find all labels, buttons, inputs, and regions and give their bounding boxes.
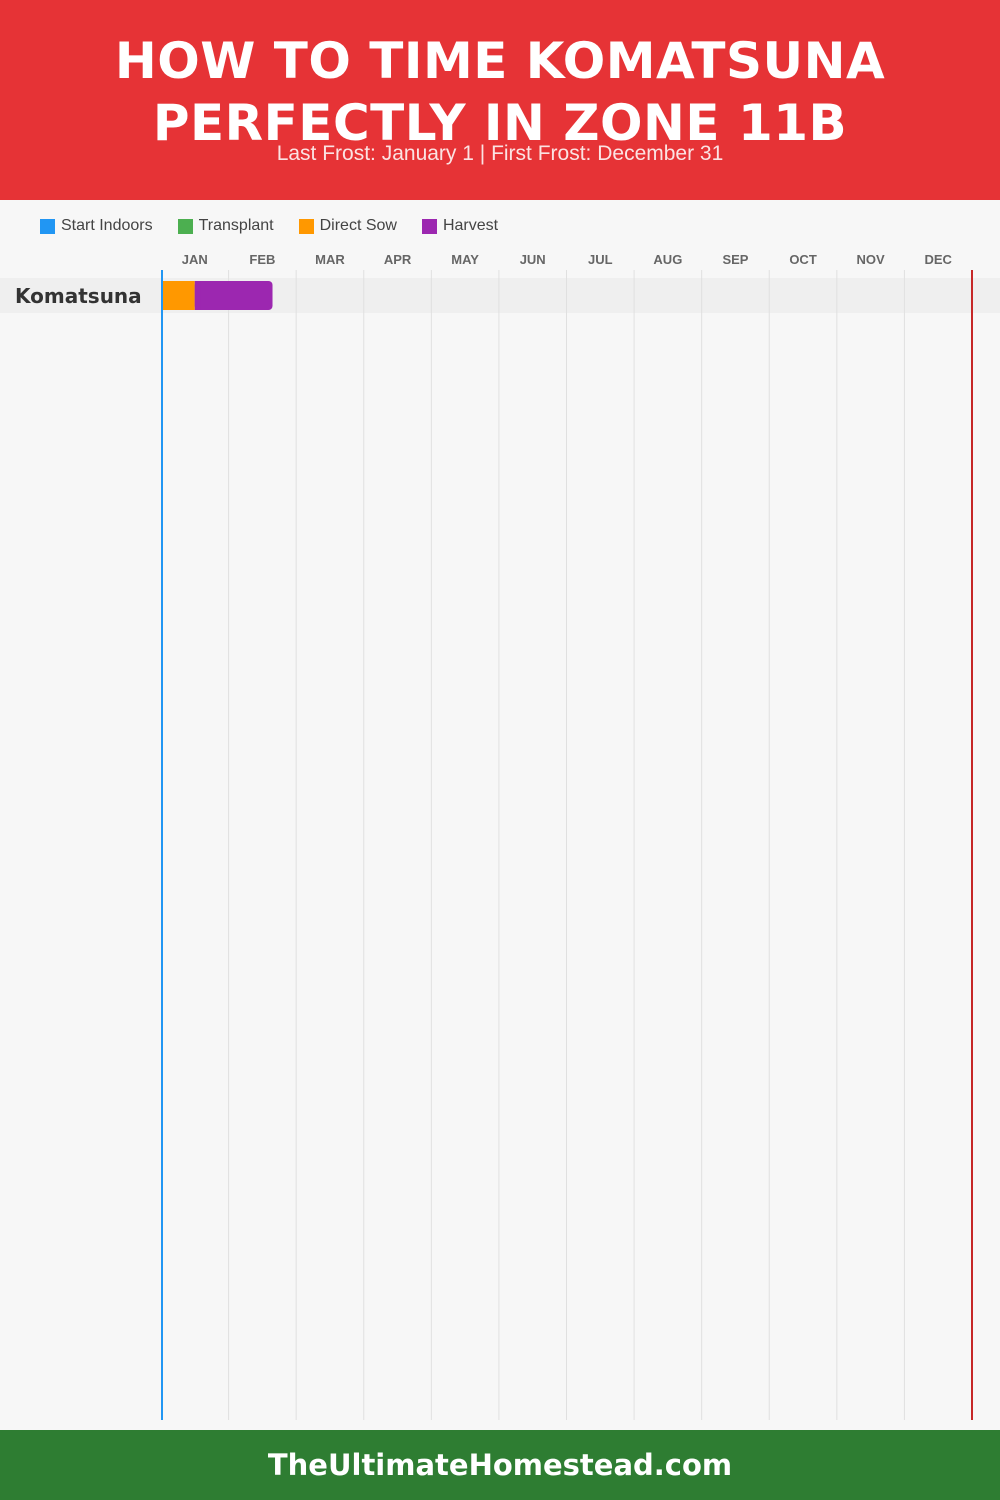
planting-calendar-chart: JAN FEB MAR APR MAY JUN JUL AUG SEP OCT NOV DEC Koma…: [0, 252, 1000, 1420]
row-band: [0, 278, 1000, 313]
legend-item-start-indoors: Start Indoors: [40, 215, 153, 237]
frost-dates-subtitle: Last Frost: January 1 | First Frost: Dec…: [276, 142, 724, 165]
crop-label: Komatsuna: [15, 284, 142, 308]
month-label: JAN: [182, 252, 208, 267]
legend-label-harvest: Harvest: [442, 217, 499, 234]
legend-item-harvest: Harvest: [421, 215, 499, 237]
legend-item-transplant: Transplant: [177, 215, 274, 237]
month-label: JUL: [588, 252, 613, 267]
month-label: DEC: [924, 252, 952, 267]
legend-swatch-start-indoors: [40, 218, 55, 234]
legend-item-direct-sow: Direct Sow: [298, 215, 397, 237]
month-label: FEB: [249, 252, 275, 267]
legend-swatch-transplant: [177, 218, 193, 234]
phase-bar-join: [194, 281, 201, 310]
page-title-line-1: HOW TO TIME KOMATSUNA: [114, 32, 886, 90]
month-label: MAR: [315, 252, 345, 267]
header-banner: HOW TO TIME KOMATSUNA PERFECTLY IN ZONE …: [0, 0, 1000, 200]
legend-label-transplant: Transplant: [198, 217, 274, 234]
month-label: MAY: [451, 252, 479, 267]
footer-banner: TheUltimateHomestead.com: [0, 1430, 1000, 1500]
page-title-line-2: PERFECTLY IN ZONE 11B: [152, 94, 848, 152]
phase-bar-harvest: [194, 281, 273, 310]
phase-bar-direct-sow: [161, 281, 195, 310]
month-label: NOV: [857, 252, 886, 267]
legend-label-start-indoors: Start Indoors: [61, 217, 153, 234]
chart-legend: Start Indoors Transplant Direct Sow Harv…: [40, 215, 523, 237]
month-label: OCT: [789, 252, 817, 267]
month-label: SEP: [722, 252, 748, 267]
month-label: APR: [384, 252, 412, 267]
legend-swatch-direct-sow: [298, 218, 314, 234]
legend-label-direct-sow: Direct Sow: [319, 217, 397, 234]
month-label: AUG: [653, 252, 682, 267]
legend-swatch-harvest: [421, 218, 437, 234]
month-label: JUN: [520, 252, 546, 267]
footer-site-link[interactable]: TheUltimateHomestead.com: [267, 1448, 733, 1482]
